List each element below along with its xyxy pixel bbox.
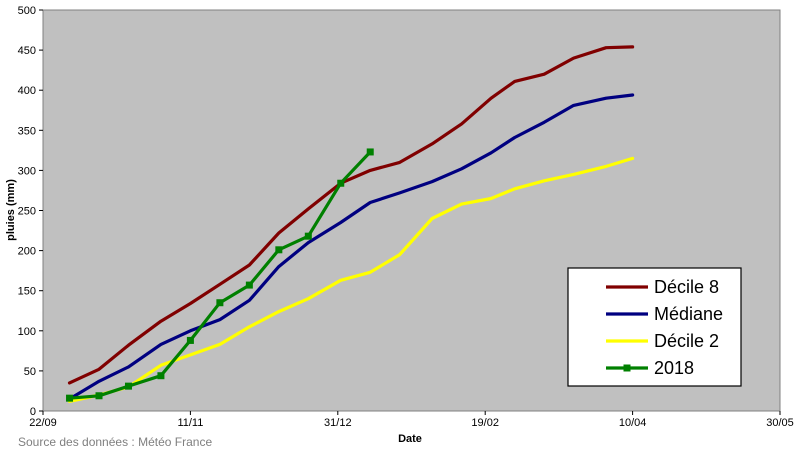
series-line-decile-2 [67, 156, 635, 403]
x-axis-ticks: 22/09 11/11 31/12 19/02 10/04 30/05 [29, 411, 794, 429]
y-tick-label: 50 [24, 366, 36, 378]
legend-label: Décile 2 [654, 331, 719, 351]
y-axis-ticks: 0 50 100 150 200 250 300 350 400 450 500 [18, 5, 43, 418]
legend: Décile 8 Médiane Décile 2 2018 [567, 267, 742, 387]
y-tick-label: 200 [18, 246, 36, 258]
data-point-2018 [366, 148, 374, 156]
series-layer [66, 45, 635, 403]
y-tick-label: 450 [18, 45, 36, 57]
legend-label: Décile 8 [654, 277, 719, 297]
legend-marker [623, 364, 631, 372]
x-tick-label: 10/04 [619, 417, 647, 429]
y-tick-label: 250 [18, 206, 36, 218]
y-axis-title: pluies (mm) [5, 179, 17, 241]
x-tick-label: 22/09 [29, 417, 57, 429]
data-point-2018 [245, 281, 253, 289]
y-tick-label: 100 [18, 326, 36, 338]
y-tick-label: 0 [30, 406, 36, 418]
legend-box [567, 267, 742, 387]
data-point-2018 [337, 179, 345, 187]
y-tick-label: 500 [18, 5, 36, 17]
x-tick-label: 19/02 [471, 417, 499, 429]
data-point-2018 [157, 372, 165, 380]
data-point-2018 [66, 394, 74, 402]
data-point-2018 [275, 246, 283, 254]
series-line-mediane [67, 93, 635, 401]
x-axis-title: Date [398, 433, 422, 445]
x-tick-label: 11/11 [177, 417, 203, 429]
x-tick-label: 31/12 [324, 417, 352, 429]
x-tick-label: 30/05 [766, 417, 794, 429]
data-point-2018 [304, 232, 312, 240]
legend-label: 2018 [654, 358, 694, 378]
y-tick-label: 400 [18, 85, 36, 97]
data-point-2018 [186, 336, 194, 344]
y-tick-label: 300 [18, 165, 36, 177]
series-line-decile-8 [67, 45, 635, 385]
source-note: Source des données : Météo France [18, 435, 212, 449]
legend-label: Médiane [654, 304, 723, 324]
y-tick-label: 350 [18, 125, 36, 137]
y-tick-label: 150 [18, 286, 36, 298]
data-point-2018 [216, 299, 224, 307]
data-point-2018 [124, 382, 132, 390]
data-point-2018 [95, 392, 103, 400]
